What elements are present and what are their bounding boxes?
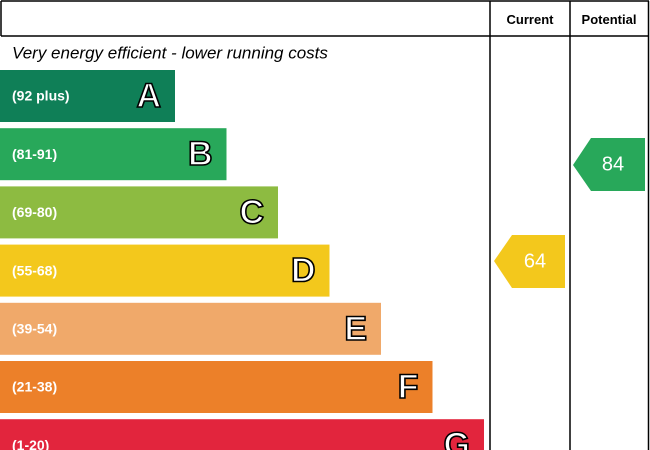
band-range: (21-38) [12, 379, 57, 395]
potential-value: 84 [602, 153, 624, 175]
band-letter: A [136, 77, 161, 115]
band-bar [0, 244, 330, 297]
band-range: (81-91) [12, 146, 57, 162]
band-range: (1-20) [12, 437, 49, 450]
current-arrow [494, 235, 565, 288]
bands: (92 plus) A (81-91) B (69-80) C (55-68) D (39-54… [0, 70, 484, 450]
potential-header: Potential [582, 12, 637, 27]
current-value: 64 [524, 250, 546, 272]
band-bar [0, 186, 278, 239]
band-range: (92 plus) [12, 88, 70, 104]
band-letter: D [291, 252, 316, 290]
band-range: (39-54) [12, 321, 57, 337]
caption: Very energy efficient - lower running co… [12, 43, 328, 62]
band-letter: E [344, 310, 367, 348]
band-bar [0, 70, 175, 122]
band-bar [0, 361, 433, 413]
band-range: (69-80) [12, 204, 57, 220]
potential-arrow [573, 138, 645, 191]
band-letter: B [188, 135, 213, 173]
band-letter: F [398, 368, 419, 406]
band-range: (55-68) [12, 262, 57, 278]
band-letter: C [239, 193, 264, 231]
band-bar [0, 302, 381, 355]
band-letter: G [444, 426, 470, 450]
band-bar [0, 128, 227, 181]
current-header: Current [507, 12, 555, 27]
band-bar [0, 419, 484, 450]
